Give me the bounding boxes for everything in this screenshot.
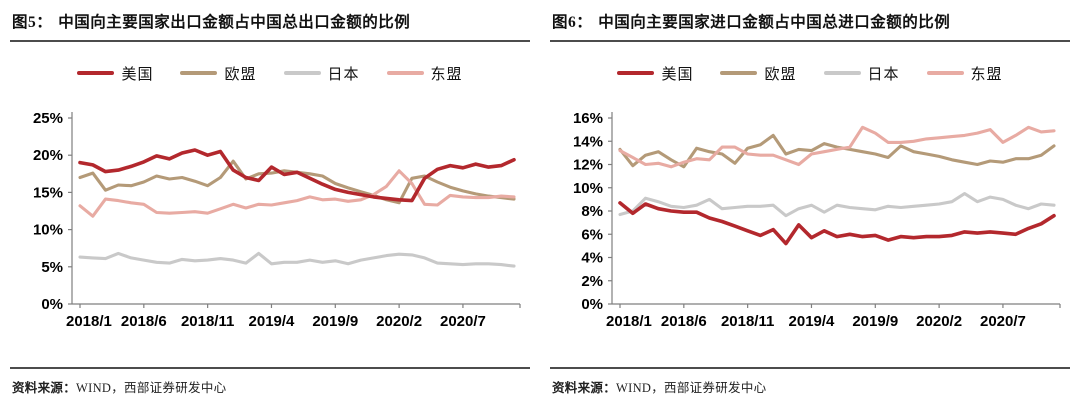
legend-item: 日本 <box>283 63 360 84</box>
legend-label: 日本 <box>867 66 900 83</box>
legend-item: 美国 <box>617 63 693 84</box>
y-tick-label: 4% <box>581 250 603 267</box>
legend-line-swatch <box>926 71 964 75</box>
legend-line-swatch <box>617 71 655 75</box>
title-divider <box>10 40 530 42</box>
legend-label: 欧盟 <box>764 66 797 83</box>
y-tick-label: 14% <box>573 133 603 150</box>
x-tick-label: 2019/4 <box>789 313 836 330</box>
line-chart-svg: 0% 5% 10% 15% 20% 25% 2018/1 2018/6 2018/11 2019/… <box>33 110 521 330</box>
x-tick-label: 2020/2 <box>916 313 962 330</box>
legend-item: 东盟 <box>926 63 1003 84</box>
x-tick-label: 2020/7 <box>980 313 1026 330</box>
legend-label: 东盟 <box>430 66 463 83</box>
export-share-panel: 图5： 中国向主要国家出口金额占中国总出口金额的比例 美国 欧盟 日本 东盟 0% 5% 1… <box>8 10 532 396</box>
y-tick-label: 0% <box>581 296 603 313</box>
y-tick-label: 6% <box>581 226 603 243</box>
y-tick-label: 10% <box>573 180 603 197</box>
source-label: 资料来源： <box>552 381 617 395</box>
x-tick-label: 2019/4 <box>249 313 296 330</box>
footer-divider <box>10 367 530 369</box>
figure-title-text: 中国向主要国家出口金额占中国总出口金额的比例 <box>58 14 411 31</box>
legend-item: 美国 <box>77 63 153 84</box>
x-tick-label: 2018/11 <box>181 313 234 330</box>
legend-item: 日本 <box>823 63 900 84</box>
y-tick-label: 20% <box>33 147 63 164</box>
y-tick-label: 2% <box>581 273 603 290</box>
figure-number: 图5： <box>12 14 53 31</box>
source-text: WIND，西部证券研发中心 <box>76 381 227 395</box>
series-line-东盟 <box>78 169 516 218</box>
y-tick-label: 16% <box>573 110 603 127</box>
series-line-欧盟 <box>618 133 1056 169</box>
legend-line-swatch <box>77 71 115 75</box>
y-tick-label: 5% <box>41 259 63 276</box>
y-tick-label: 15% <box>33 184 63 201</box>
series-line-日本 <box>78 251 516 268</box>
x-tick-label: 2018/1 <box>606 313 652 330</box>
figure-number: 图6： <box>552 14 593 31</box>
figure-title-text: 中国向主要国家进口金额占中国总进口金额的比例 <box>598 14 951 31</box>
source-note: 资料来源：WIND，西部证券研发中心 <box>552 377 766 396</box>
chart-legend: 美国 欧盟 日本 东盟 <box>550 56 1070 90</box>
x-tick-label: 2018/11 <box>721 313 774 330</box>
figure-title: 图6： 中国向主要国家进口金额占中国总进口金额的比例 <box>552 10 1072 32</box>
y-tick-label: 0% <box>41 296 63 313</box>
series-line-美国 <box>78 148 516 203</box>
legend-line-swatch <box>180 71 218 75</box>
line-chart-svg: 0% 2% 4% 6% 8% 10% 12% 14% 16% 2018/1 2018/6 2018/1… <box>573 110 1061 330</box>
legend-item: 东盟 <box>386 63 463 84</box>
legend-item: 欧盟 <box>720 63 796 84</box>
series-line-东盟 <box>618 125 1056 169</box>
y-tick-label: 10% <box>33 222 63 239</box>
source-text: WIND，西部证券研发中心 <box>616 381 767 395</box>
x-tick-label: 2020/2 <box>376 313 422 330</box>
legend-line-swatch <box>386 71 424 75</box>
legend-line-swatch <box>823 71 861 75</box>
chart-legend: 美国 欧盟 日本 东盟 <box>10 56 530 90</box>
x-tick-label: 2020/7 <box>440 313 486 330</box>
legend-label: 欧盟 <box>224 66 257 83</box>
legend-line-swatch <box>283 71 321 75</box>
legend-line-swatch <box>720 71 758 75</box>
series-line-日本 <box>618 192 1056 218</box>
series-line-美国 <box>618 201 1056 246</box>
x-tick-label: 2018/6 <box>661 313 707 330</box>
x-tick-label: 2018/1 <box>66 313 112 330</box>
x-tick-label: 2018/6 <box>121 313 167 330</box>
legend-label: 东盟 <box>970 66 1003 83</box>
legend-label: 美国 <box>121 66 154 83</box>
footer-divider <box>550 367 1070 369</box>
x-tick-label: 2019/9 <box>312 313 358 330</box>
import-share-line-chart: 0% 2% 4% 6% 8% 10% 12% 14% 16% 2018/1 2018/6 2018/1… <box>548 96 1072 342</box>
legend-label: 美国 <box>661 66 694 83</box>
figure-title: 图5： 中国向主要国家出口金额占中国总出口金额的比例 <box>12 10 532 32</box>
source-label: 资料来源： <box>12 381 77 395</box>
x-tick-label: 2019/9 <box>852 313 898 330</box>
source-note: 资料来源：WIND，西部证券研发中心 <box>12 377 226 396</box>
y-tick-label: 25% <box>33 110 63 127</box>
legend-label: 日本 <box>327 66 360 83</box>
y-tick-label: 12% <box>573 157 603 174</box>
y-tick-label: 8% <box>581 203 603 220</box>
title-divider <box>550 40 1070 42</box>
legend-item: 欧盟 <box>180 63 256 84</box>
export-share-line-chart: 0% 5% 10% 15% 20% 25% 2018/1 2018/6 2018/11 2019/… <box>8 96 532 342</box>
import-share-panel: 图6： 中国向主要国家进口金额占中国总进口金额的比例 美国 欧盟 日本 东盟 0% 2% 4… <box>540 0 1080 401</box>
